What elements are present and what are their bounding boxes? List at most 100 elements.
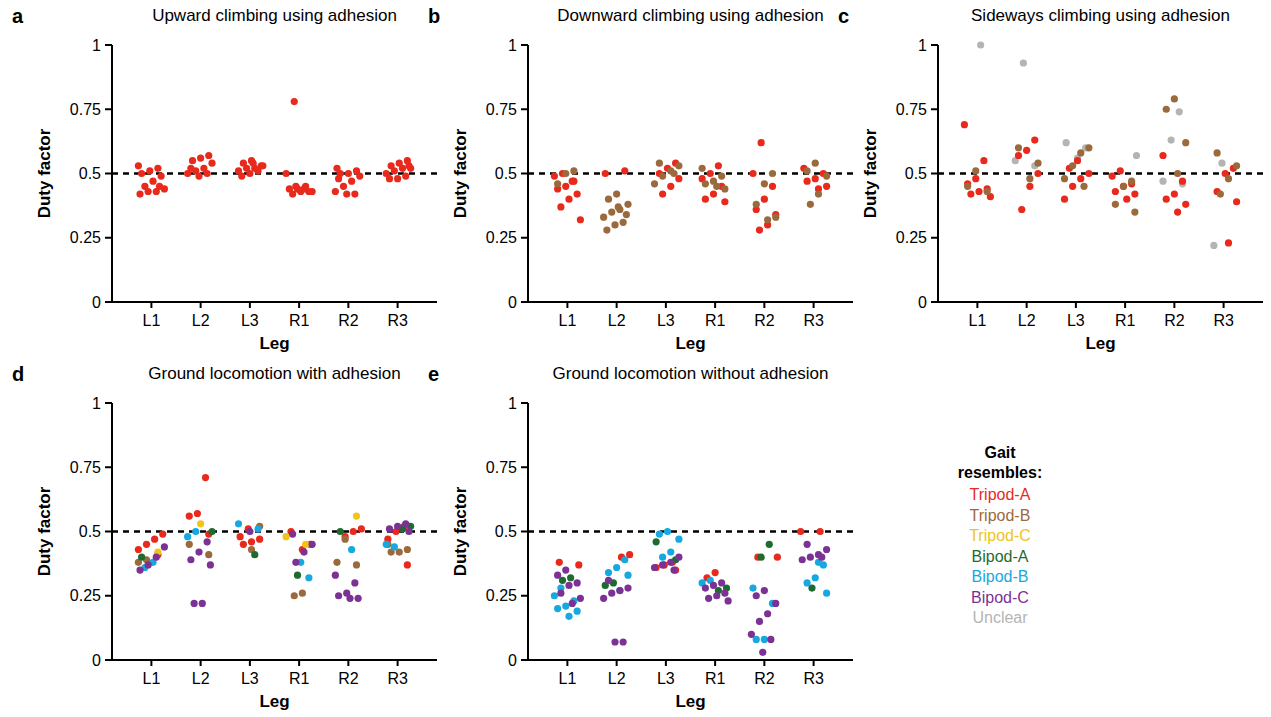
panel-letter: c bbox=[838, 5, 849, 27]
legend-title: Gait resembles: bbox=[958, 444, 1043, 481]
point bbox=[1159, 178, 1166, 185]
point bbox=[600, 214, 607, 221]
point bbox=[1112, 188, 1119, 195]
point bbox=[605, 577, 612, 584]
point bbox=[332, 188, 339, 195]
x-axis-title: Leg bbox=[675, 334, 705, 353]
point bbox=[804, 541, 811, 548]
point bbox=[348, 178, 355, 185]
x-tick bbox=[1124, 302, 1126, 308]
point bbox=[289, 190, 296, 197]
x-axis bbox=[528, 301, 853, 303]
x-tick-label: L1 bbox=[142, 670, 160, 687]
point bbox=[199, 600, 206, 607]
point bbox=[817, 528, 824, 535]
y-tick bbox=[521, 237, 528, 239]
point bbox=[748, 631, 755, 638]
point bbox=[187, 165, 194, 172]
point bbox=[337, 528, 344, 535]
point bbox=[721, 590, 728, 597]
point bbox=[562, 183, 569, 190]
point bbox=[240, 541, 247, 548]
point bbox=[574, 579, 581, 586]
x-tick bbox=[976, 302, 978, 308]
point bbox=[1112, 201, 1119, 208]
point bbox=[710, 582, 717, 589]
point bbox=[769, 183, 776, 190]
point bbox=[977, 41, 984, 48]
panel: eGround locomotion without adhesionDuty … bbox=[428, 363, 853, 711]
point bbox=[659, 172, 666, 179]
reference-line bbox=[528, 530, 853, 533]
plot-area bbox=[938, 41, 1263, 249]
x-axis bbox=[112, 301, 437, 303]
panel-letter: a bbox=[12, 5, 24, 27]
x-tick-label: L3 bbox=[657, 670, 675, 687]
point bbox=[283, 170, 290, 177]
x-axis-title: Leg bbox=[259, 692, 289, 711]
point bbox=[353, 512, 360, 519]
x-tick bbox=[347, 302, 349, 308]
point bbox=[1061, 175, 1068, 182]
point bbox=[254, 525, 261, 532]
y-tick bbox=[521, 595, 528, 597]
x-tick-label: L1 bbox=[558, 312, 576, 329]
point bbox=[235, 520, 242, 527]
x-tick-label: R3 bbox=[803, 312, 824, 329]
point bbox=[616, 587, 623, 594]
y-tick bbox=[105, 595, 112, 597]
point bbox=[556, 559, 563, 566]
point bbox=[812, 160, 819, 167]
x-tick-label: R1 bbox=[1115, 312, 1136, 329]
y-tick-label: 0.5 bbox=[905, 165, 927, 182]
point bbox=[753, 201, 760, 208]
point bbox=[187, 556, 194, 563]
panel: dGround locomotion with adhesionDuty fac… bbox=[12, 363, 437, 711]
x-tick bbox=[813, 302, 815, 308]
y-tick bbox=[521, 466, 528, 468]
legend-title-line: Gait bbox=[984, 444, 1016, 461]
point bbox=[1218, 160, 1225, 167]
point bbox=[238, 172, 245, 179]
point bbox=[161, 543, 168, 550]
point bbox=[305, 574, 312, 581]
point bbox=[356, 172, 363, 179]
point bbox=[570, 167, 577, 174]
legend-item: Tripod-B bbox=[970, 507, 1031, 524]
legend-title-line: resembles: bbox=[958, 464, 1043, 481]
x-tick-label: R3 bbox=[1213, 312, 1234, 329]
point bbox=[1026, 183, 1033, 190]
point bbox=[300, 548, 307, 555]
x-tick bbox=[714, 660, 716, 666]
point bbox=[355, 595, 362, 602]
point bbox=[394, 175, 401, 182]
point bbox=[309, 188, 316, 195]
point bbox=[1034, 170, 1041, 177]
point bbox=[766, 541, 773, 548]
point bbox=[675, 536, 682, 543]
point bbox=[1225, 239, 1232, 246]
point bbox=[1133, 152, 1140, 159]
point bbox=[577, 216, 584, 223]
point bbox=[670, 566, 677, 573]
point bbox=[195, 548, 202, 555]
point bbox=[807, 201, 814, 208]
panel-letter: d bbox=[12, 363, 24, 385]
y-axis-title: Duty factor bbox=[35, 486, 54, 576]
legend-item: Unclear bbox=[972, 609, 1028, 626]
point bbox=[151, 536, 158, 543]
point bbox=[804, 579, 811, 586]
y-tick bbox=[931, 108, 938, 110]
point bbox=[1214, 149, 1221, 156]
point bbox=[759, 649, 766, 656]
y-axis-title: Duty factor bbox=[451, 486, 470, 576]
x-tick-label: L3 bbox=[241, 670, 259, 687]
legend-item: Tripod-C bbox=[969, 527, 1031, 544]
point bbox=[621, 167, 628, 174]
point bbox=[136, 190, 143, 197]
point bbox=[1168, 136, 1175, 143]
point bbox=[705, 595, 712, 602]
point bbox=[707, 170, 714, 177]
y-axis-title: Duty factor bbox=[861, 128, 880, 218]
point bbox=[404, 546, 411, 553]
